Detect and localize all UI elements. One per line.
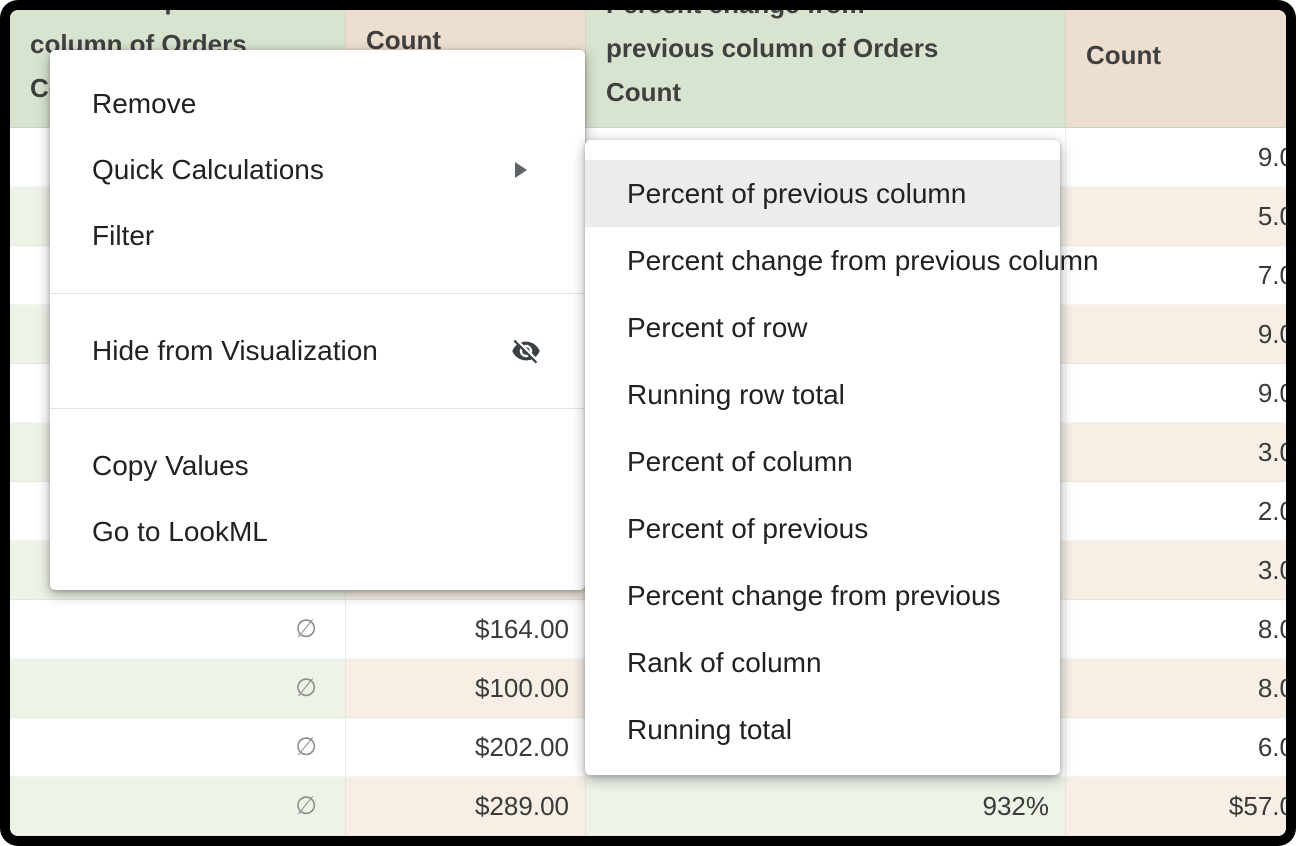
table-cell[interactable]: 9.0 [1065,364,1286,423]
submenu-item-rank-of-column[interactable]: Rank of column [627,647,822,678]
submenu-item-running-total[interactable]: Running total [627,714,793,745]
submenu-item-percent-change-from-previous[interactable]: Percent change from previous [627,580,1001,611]
menu-item-label: Hide from Visualization [92,335,378,366]
menu-divider [50,293,585,294]
table-cell[interactable]: 9.0 [1065,128,1286,187]
table-cell[interactable]: 9.0 [1065,305,1286,364]
quick-calculations-submenu: Percent of previous column Percent chang… [585,140,1099,775]
table-cell[interactable]: 7.0 [1065,246,1286,305]
menu-item-remove[interactable]: Remove [92,88,197,119]
column-header-count-2[interactable]: Count [1065,10,1286,128]
submenu-item-percent-of-row[interactable]: Percent of row [627,312,808,343]
table-cell-null[interactable]: ∅ [10,777,345,836]
table-cell[interactable]: 2.0 [1065,482,1286,541]
table-cell[interactable]: 3.0 [1065,541,1286,600]
menu-item-filter[interactable]: Filter [92,220,155,251]
menu-item-label: Quick Calculations [92,154,324,185]
header-line: previous column of Orders [606,33,939,63]
column-context-menu: Remove Quick Calculations Filter Hide fr… [50,50,585,590]
menu-item-hide-from-visualization[interactable]: Hide from Visualization [50,318,585,384]
table-cell[interactable]: 8.0 [1065,600,1286,659]
header-line: Percent change from [586,10,1065,26]
submenu-item-percent-of-previous[interactable]: Percent of previous [627,513,869,544]
menu-divider [50,408,585,409]
explore-table-view: Percent of previous column of Orders Cou… [10,10,1286,836]
menu-item-copy-values[interactable]: Copy Values [92,450,249,481]
column-header-percent-change[interactable]: Percent change from previous column of O… [585,10,1065,128]
submenu-item-running-row-total[interactable]: Running row total [627,379,845,410]
submenu-item-percent-of-previous-column[interactable]: Percent of previous column [585,160,1060,227]
chevron-right-icon [515,162,527,178]
header-line: Count [606,77,682,107]
table-cell[interactable]: 6.0 [1065,718,1286,777]
table-cell[interactable]: $164.00 [345,600,585,659]
table-cell-null[interactable]: ∅ [10,718,345,777]
table-cell-null[interactable]: ∅ [10,600,345,659]
table-cell[interactable]: $57.0 [1065,777,1286,836]
header-line: Count [1086,40,1162,70]
table-cell[interactable]: 3.0 [1065,423,1286,482]
table-cell[interactable]: $202.00 [345,718,585,777]
table-cell[interactable]: 8.0 [1065,659,1286,718]
table-cell[interactable]: $289.00 [345,777,585,836]
table-cell-null[interactable]: ∅ [10,659,345,718]
submenu-item-percent-change-from-previous-column[interactable]: Percent change from previous column [627,245,1099,276]
table-cell[interactable]: 932% [585,777,1065,836]
table-cell[interactable]: 5.0 [1065,187,1286,246]
table-row: ∅ $289.00 932% $57.0 [10,777,1286,836]
eye-off-icon [511,336,541,366]
menu-item-quick-calculations[interactable]: Quick Calculations [50,137,585,203]
table-cell[interactable]: $100.00 [345,659,585,718]
submenu-item-percent-of-column[interactable]: Percent of column [627,446,853,477]
menu-item-go-to-lookml[interactable]: Go to LookML [92,516,268,547]
header-line: Percent of previous [10,10,345,22]
